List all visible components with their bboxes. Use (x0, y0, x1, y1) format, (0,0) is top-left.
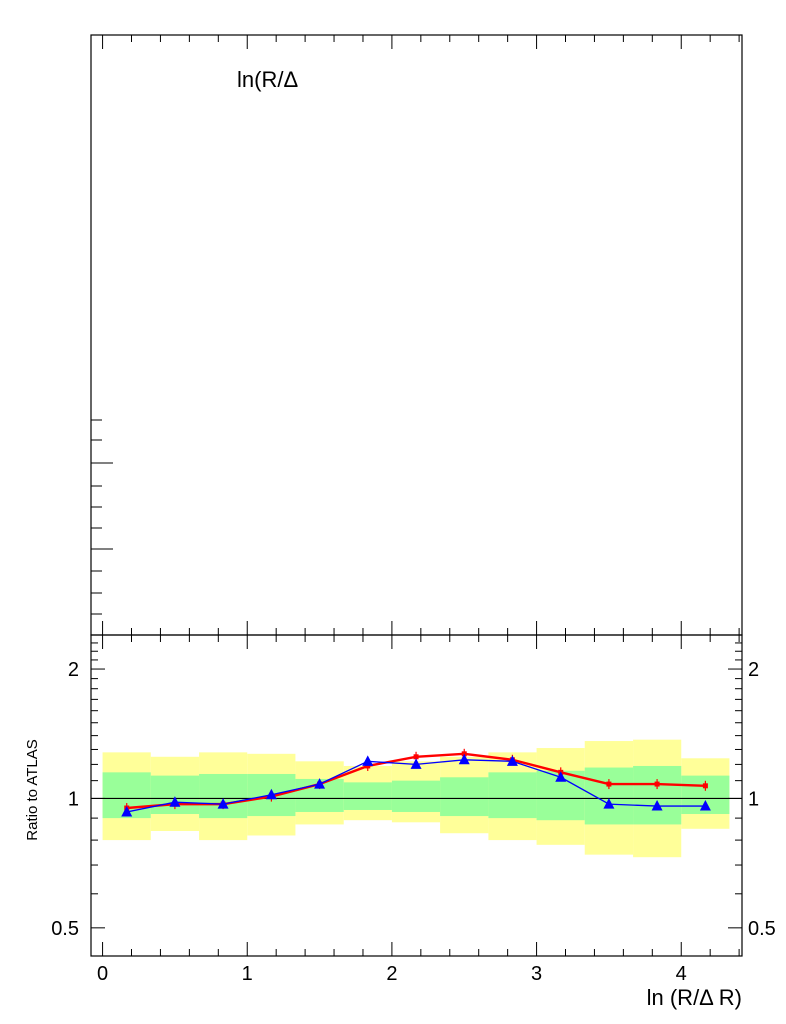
x-axis-label: ln (R/Δ R) (647, 985, 742, 1010)
blue-series-point (651, 800, 663, 811)
ratio-panel: 0 1 2 3 4 0.5 0.5 1 1 2 2 ln (R/Δ R) Ratio to ATLA… (24, 634, 776, 1010)
x-tick-label: 2 (386, 963, 397, 985)
band-inner-bin (440, 777, 489, 817)
y-tick-label-left: 2 (68, 659, 79, 681)
y-tick-label-left: 1 (68, 788, 79, 810)
y-tick-label-right: 2 (748, 659, 759, 681)
ratio-panel-frame (90, 634, 743, 957)
blue-series-point (265, 788, 277, 800)
y-tick-label-right: 1 (748, 788, 759, 810)
blue-series-point (506, 755, 518, 766)
x-tick-label: 0 (97, 963, 108, 985)
blue-series-point (314, 778, 326, 789)
band-inner-bin (343, 782, 392, 810)
band-inner-bin (584, 767, 634, 825)
band-inner-bin (199, 773, 248, 819)
upper-panel: ln(R/Δ (90, 34, 743, 636)
band-inner-bin (391, 780, 441, 812)
red-series-point (654, 781, 660, 787)
red-series-point (413, 754, 419, 760)
blue-series-point (603, 798, 615, 809)
band-inner-bin (633, 765, 682, 825)
y-tick-label-right: 0.5 (748, 918, 776, 940)
red-series-point (365, 763, 371, 769)
y-tick-label-left: 0.5 (51, 918, 79, 940)
band-inner-bin (488, 772, 537, 819)
upper-panel-ticks (91, 35, 740, 635)
blue-series-point (555, 771, 567, 782)
red-series-point (606, 781, 612, 787)
blue-series-point (699, 800, 711, 811)
red-series-point (702, 783, 708, 789)
ratio-panel-ticks (91, 635, 742, 956)
x-tick-label: 1 (242, 963, 253, 985)
tick-labels: 0 1 2 3 4 0.5 0.5 1 1 2 2 (51, 659, 776, 985)
blue-series-point (362, 755, 374, 766)
upper-panel-frame (90, 34, 743, 636)
blue-series-point (121, 805, 133, 817)
series-group (121, 748, 711, 817)
upper-panel-annotation: ln(R/Δ (237, 67, 298, 92)
x-tick-label: 4 (676, 963, 687, 985)
y-axis-label: Ratio to ATLAS (24, 739, 41, 840)
blue-series-point (458, 753, 470, 765)
blue-series-point (217, 798, 229, 809)
x-tick-label: 3 (531, 963, 542, 985)
blue-series-point (169, 796, 181, 807)
blue-series-point (410, 758, 422, 769)
